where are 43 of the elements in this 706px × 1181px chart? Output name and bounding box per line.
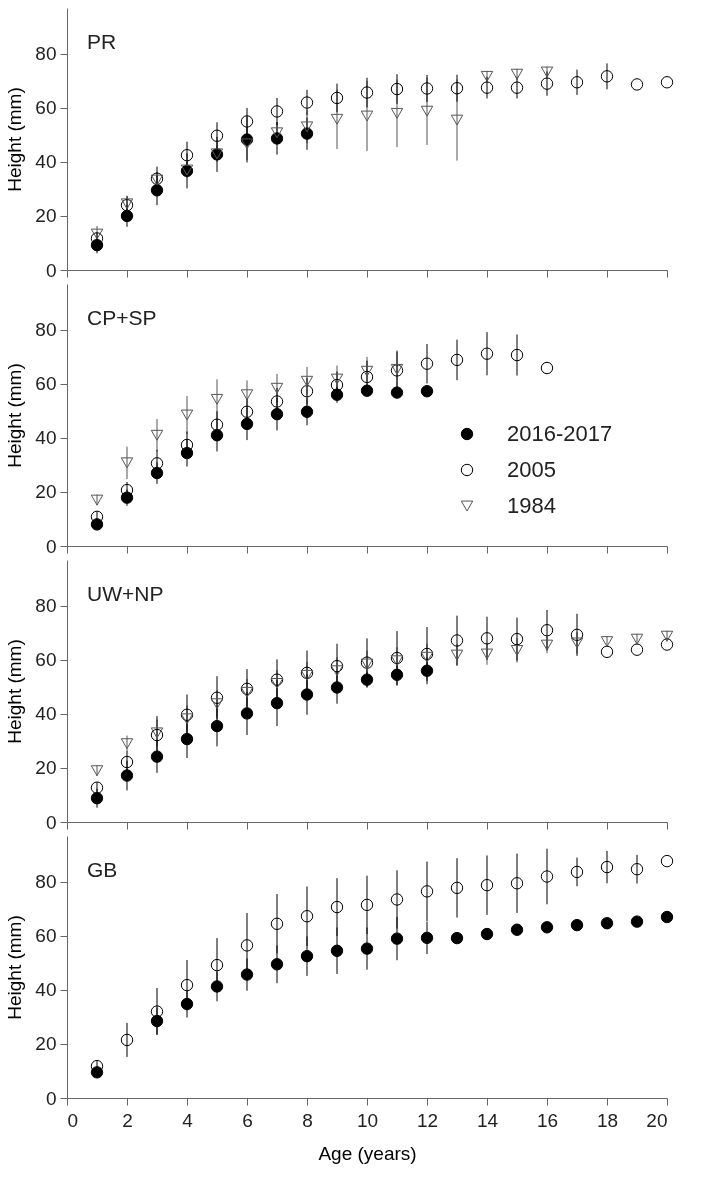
- y-tick-label: 80: [35, 595, 57, 617]
- y-tick-label: 60: [35, 925, 57, 947]
- x-axis-title: Age (years): [318, 1142, 417, 1164]
- y-tick-label: 60: [35, 97, 57, 119]
- y-tick-label: 60: [35, 373, 57, 395]
- y-tick-label: 20: [35, 205, 57, 227]
- y-tick-label: 60: [35, 649, 57, 671]
- x-tick-label: 16: [536, 1109, 559, 1131]
- text: CP+SP: [87, 306, 157, 329]
- x-tick-label: 18: [596, 1109, 619, 1131]
- y-tick-label: 40: [35, 979, 57, 1001]
- y-axis-title: Height (mm): [4, 363, 26, 468]
- y-tick-label: 20: [35, 757, 57, 779]
- x-tick-label: 0: [67, 1109, 79, 1131]
- legend-label: 2016-2017: [507, 421, 613, 446]
- x-tick-label: 12: [416, 1109, 439, 1131]
- legend-label: 2005: [507, 457, 556, 482]
- y-tick-label: 40: [35, 427, 57, 449]
- y-axis-title: Height (mm): [4, 915, 26, 1020]
- y-tick-label: 0: [45, 1087, 57, 1109]
- y-tick-label: 0: [45, 535, 57, 557]
- x-tick-label: 20: [646, 1109, 668, 1131]
- x-tick-label: 6: [242, 1109, 253, 1131]
- y-tick-label: 80: [35, 319, 57, 341]
- x-tick-label: 2: [122, 1109, 133, 1131]
- x-tick-label: 8: [302, 1109, 313, 1131]
- y-tick-label: 40: [35, 151, 57, 173]
- x-tick-label: 14: [476, 1109, 499, 1131]
- y-axis-title: Height (mm): [4, 639, 26, 744]
- y-axis-title: Height (mm): [4, 87, 26, 192]
- text: UW+NP: [87, 582, 164, 605]
- legend-label: 1984: [507, 493, 556, 518]
- y-tick-label: 20: [35, 481, 57, 503]
- y-tick-label: 20: [35, 1033, 57, 1055]
- x-tick-label: 10: [356, 1109, 379, 1131]
- y-tick-label: 0: [45, 259, 57, 281]
- y-tick-label: 0: [45, 811, 57, 833]
- y-tick-label: 80: [35, 43, 57, 65]
- text: GB: [87, 858, 118, 881]
- x-tick-label: 4: [182, 1109, 194, 1131]
- y-tick-label: 80: [35, 871, 57, 893]
- y-tick-label: 40: [35, 703, 57, 725]
- text: PR: [87, 30, 117, 53]
